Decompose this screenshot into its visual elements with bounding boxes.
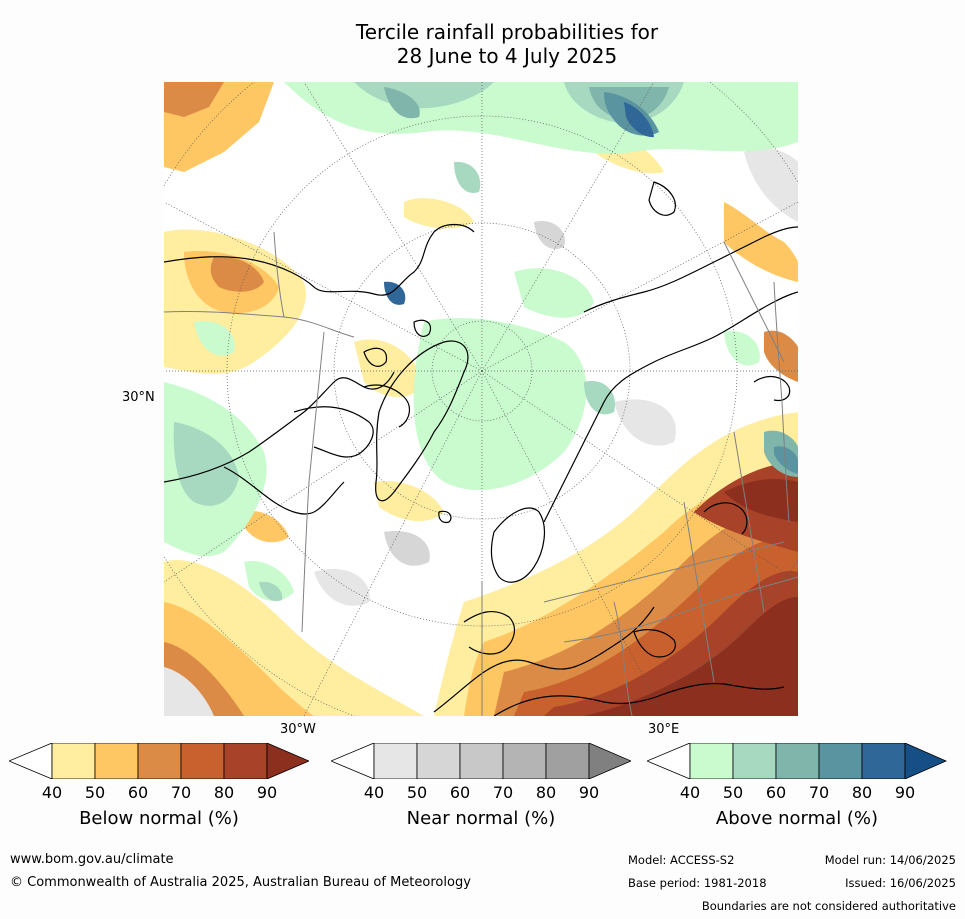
colorbar-above-normal-label: Above normal (%): [715, 808, 879, 829]
website-link[interactable]: www.bom.gov.au/climate: [10, 852, 174, 867]
latitude-label-30n: 30°N: [122, 390, 155, 405]
tick-40: 40: [363, 783, 385, 802]
tick-80: 80: [213, 783, 235, 802]
tick-60: 60: [127, 783, 149, 802]
base-period-text: Base period: 1981-2018: [628, 876, 767, 890]
issued-text: Issued: 16/06/2025: [845, 876, 956, 890]
model-text: Model: ACCESS-S2: [628, 853, 735, 867]
near-normal-field: [164, 147, 798, 716]
map-title: Tercile rainfall probabilities for 28 Ju…: [0, 20, 965, 68]
tick-40: 40: [41, 783, 63, 802]
title-line-2: 28 June to 4 July 2025: [396, 44, 618, 68]
colorbar-near-normal-label: Near normal (%): [406, 808, 556, 829]
coastlines: [164, 181, 798, 716]
tick-90: 90: [894, 783, 916, 802]
country-borders: [164, 231, 798, 716]
above-normal-field: [164, 82, 798, 602]
title-line-1: Tercile rainfall probabilities for: [355, 20, 659, 44]
tick-70: 70: [492, 783, 514, 802]
tick-70: 70: [808, 783, 830, 802]
colorbar-above-normal: [647, 743, 947, 779]
longitude-label-30w: 30°W: [280, 722, 316, 737]
colorbar-near-normal: [331, 743, 631, 779]
tick-60: 60: [765, 783, 787, 802]
model-run-text: Model run: 14/06/2025: [824, 853, 956, 867]
disclaimer-text: Boundaries are not considered authoritat…: [701, 899, 956, 913]
tick-50: 50: [406, 783, 428, 802]
tick-90: 90: [578, 783, 600, 802]
graticule: [164, 82, 798, 716]
tick-70: 70: [170, 783, 192, 802]
polar-stereographic-map: [164, 82, 798, 716]
tick-40: 40: [679, 783, 701, 802]
colorbar-below-normal-label: Below normal (%): [79, 808, 239, 829]
tick-80: 80: [535, 783, 557, 802]
tick-50: 50: [84, 783, 106, 802]
tick-50: 50: [722, 783, 744, 802]
tick-90: 90: [256, 783, 278, 802]
colorbar-below-normal: [9, 743, 309, 779]
longitude-label-30e: 30°E: [648, 722, 680, 737]
tick-80: 80: [851, 783, 873, 802]
copyright-text: © Commonwealth of Australia 2025, Austra…: [10, 875, 471, 890]
tick-60: 60: [449, 783, 471, 802]
